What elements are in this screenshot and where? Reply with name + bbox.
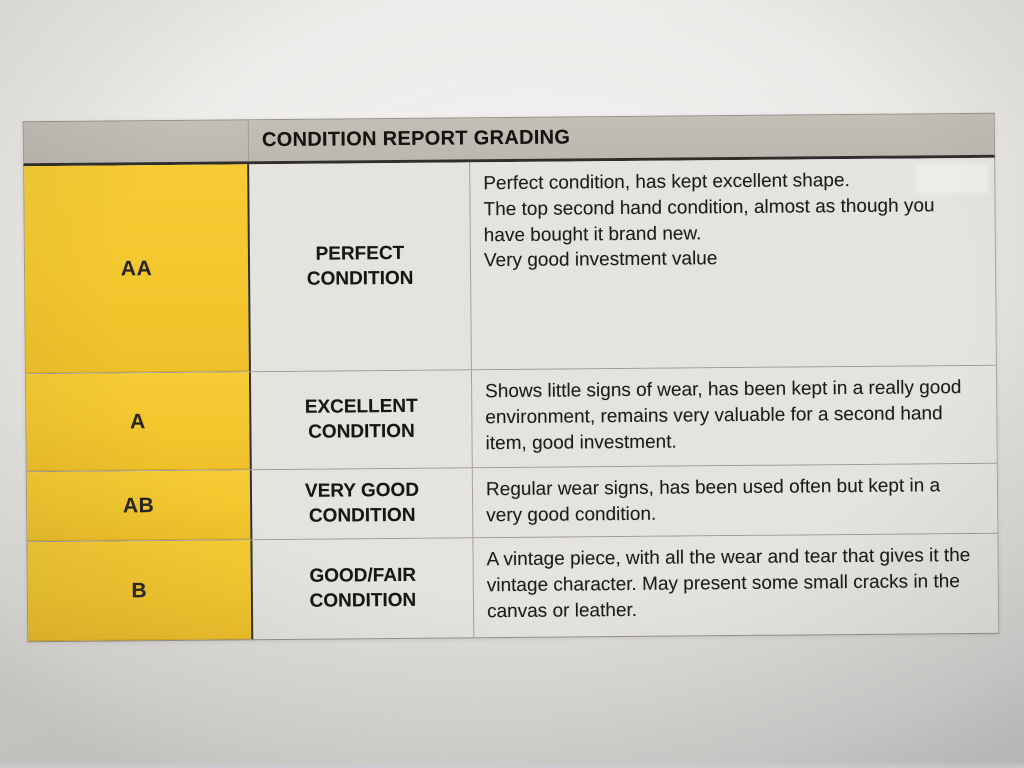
grade-label: A	[129, 409, 146, 433]
condition-label-cell: GOOD/FAIR CONDITION	[252, 538, 475, 640]
condition-label-line: PERFECT	[315, 242, 405, 265]
description-cell: Perfect condition, has kept excellent sh…	[470, 158, 996, 370]
photo-edge	[0, 762, 1024, 768]
condition-label-cell: PERFECT CONDITION	[249, 162, 472, 372]
description-paragraph: A vintage piece, with all the wear and t…	[486, 544, 971, 622]
header-title-cell: CONDITION REPORT GRADING	[249, 114, 994, 161]
grade-cell-b: B	[27, 540, 254, 642]
description-paragraph: Very good investment value	[483, 248, 718, 272]
table-title: CONDITION REPORT GRADING	[261, 126, 571, 152]
grade-cell-aa: AA	[24, 164, 251, 374]
condition-label-line: CONDITION	[306, 267, 414, 290]
condition-label-line: CONDITION	[309, 589, 417, 612]
header-spacer-cell	[23, 120, 250, 164]
table-row-aa: AA PERFECT CONDITION Perfect condition, …	[23, 157, 997, 375]
condition-label-cell: EXCELLENT CONDITION	[250, 370, 473, 470]
grade-cell-ab: AB	[26, 470, 253, 542]
grade-label: AA	[120, 256, 153, 280]
condition-grading-table: CONDITION REPORT GRADING AA PERFECT COND…	[22, 112, 1000, 643]
table-row-a: A EXCELLENT CONDITION Shows little signs…	[24, 365, 998, 473]
condition-label-line: GOOD/FAIR	[309, 564, 417, 587]
description-cell: A vintage piece, with all the wear and t…	[473, 534, 998, 638]
description-paragraph: Regular wear signs, has been used often …	[485, 475, 941, 527]
grade-label: AB	[122, 493, 155, 517]
description-paragraph: The top second hand condition, almost as…	[483, 195, 935, 246]
grade-label: B	[131, 578, 148, 602]
condition-label-cell: VERY GOOD CONDITION	[251, 468, 474, 540]
description-cell: Shows little signs of wear, has been kep…	[472, 366, 997, 468]
grade-cell-a: A	[25, 372, 252, 472]
description-paragraph: Shows little signs of wear, has been kep…	[485, 377, 962, 454]
condition-label-line: CONDITION	[308, 504, 416, 527]
condition-label-line: EXCELLENT	[304, 395, 418, 418]
description-cell: Regular wear signs, has been used often …	[473, 464, 998, 538]
condition-label-line: CONDITION	[308, 420, 415, 443]
condition-label-line: VERY GOOD	[304, 479, 420, 502]
whiteout-patch	[916, 162, 989, 194]
table-row-b: B GOOD/FAIR CONDITION A vintage piece, w…	[26, 533, 1000, 643]
table-row-ab: AB VERY GOOD CONDITION Regular wear sign…	[25, 463, 999, 543]
